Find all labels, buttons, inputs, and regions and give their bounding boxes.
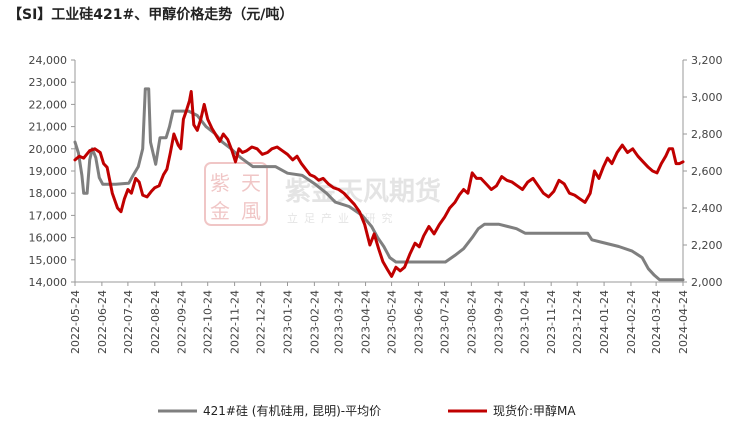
watermark-logo-char: 紫 <box>210 171 230 195</box>
legend-label-methanol: 现货价:甲醇MA <box>493 403 576 418</box>
series-layer <box>73 87 685 282</box>
left-y-tick-label: 18,000 <box>29 187 68 200</box>
right-y-tick-label: 3,000 <box>691 91 723 104</box>
right-y-tick-label: 2,000 <box>691 276 723 289</box>
x-tick-label: 2022-12-24 <box>255 290 268 354</box>
x-tick-label: 2022-05-24 <box>69 290 82 354</box>
methanol-spot-price-line <box>73 90 685 278</box>
x-tick-label: 2023-08-24 <box>465 290 478 354</box>
x-tick-label: 2023-05-24 <box>386 290 399 354</box>
watermark-slogan: 立足产业 研究 <box>287 211 399 225</box>
x-tick-label: 2023-11-24 <box>545 290 558 354</box>
right-y-tick-label: 2,800 <box>691 128 723 141</box>
right-y-tick-label: 2,600 <box>691 165 723 178</box>
legend-label-silicon: 421#硅 (有机硅用, 昆明)-平均价 <box>203 404 381 418</box>
x-tick-label: 2023-04-24 <box>360 290 373 354</box>
x-tick-label: 2023-03-24 <box>333 290 346 354</box>
x-tick-label: 2022-11-24 <box>229 290 242 354</box>
x-tick-label: 2022-07-24 <box>122 290 135 354</box>
x-tick-label: 2022-06-24 <box>96 290 109 354</box>
x-tick-label: 2023-09-24 <box>492 290 505 354</box>
x-tick-label: 2023-12-24 <box>571 290 584 354</box>
x-tick-label: 2022-09-24 <box>176 290 189 354</box>
x-tick-label: 2023-07-24 <box>438 290 451 354</box>
x-tick-label: 2022-08-24 <box>149 290 162 354</box>
x-tick-label: 2023-01-24 <box>281 290 294 354</box>
left-y-tick-label: 15,000 <box>29 254 68 267</box>
watermark-logo-char: 金 <box>210 199 230 223</box>
watermark: 紫 天 金 風 紫金天风期货 立足产业 研究 <box>204 162 441 226</box>
x-tick-label: 2024-01-24 <box>598 290 611 354</box>
left-y-tick-label: 23,000 <box>29 76 68 89</box>
x-tick-label: 2024-02-24 <box>625 290 638 354</box>
x-tick-label: 2023-02-24 <box>308 290 321 354</box>
left-y-tick-label: 24,000 <box>29 54 68 67</box>
x-tick-label: 2024-04-24 <box>677 290 690 354</box>
axes: 14,000 15,000 16,000 17,000 18,000 19,000 20,0… <box>29 54 723 354</box>
left-y-tick-label: 17,000 <box>29 209 68 222</box>
watermark-logo-char: 天 <box>241 171 261 195</box>
x-tick-label: 2023-06-24 <box>412 290 425 354</box>
x-tick-label: 2023-10-24 <box>518 290 531 354</box>
legend: 421#硅 (有机硅用, 昆明)-平均价 现货价:甲醇MA <box>158 403 576 418</box>
right-y-tick-label: 2,400 <box>691 202 723 215</box>
left-y-tick-label: 19,000 <box>29 165 68 178</box>
left-y-tick-label: 20,000 <box>29 143 68 156</box>
left-y-tick-label: 22,000 <box>29 98 68 111</box>
right-y-tick-label: 3,200 <box>691 54 723 67</box>
watermark-logo-char: 風 <box>241 199 261 223</box>
left-y-tick-label: 14,000 <box>29 276 68 289</box>
right-y-tick-label: 2,200 <box>691 239 723 252</box>
chart-title: 【SI】工业硅421#、甲醇价格走势（元/吨） <box>8 7 294 23</box>
left-y-tick-label: 21,000 <box>29 121 68 134</box>
silicon-421-price-line <box>73 87 685 282</box>
x-tick-label: 2022-10-24 <box>202 290 215 354</box>
x-tick-label: 2024-03-24 <box>650 290 663 354</box>
left-y-tick-label: 16,000 <box>29 232 68 245</box>
